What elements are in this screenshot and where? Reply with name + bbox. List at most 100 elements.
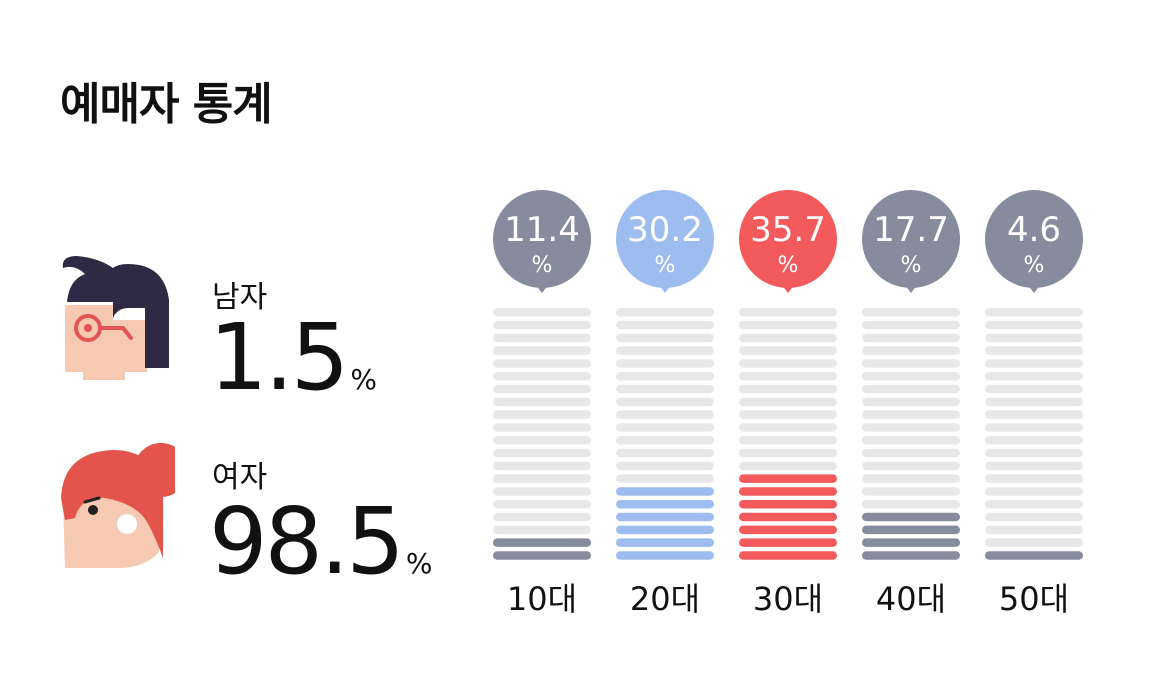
value-label: 30.2 [627,210,703,250]
bar-segment-filled [616,487,714,496]
bar-segment-empty [739,333,837,343]
bar-segment-empty [493,448,591,458]
bar-segment-empty [493,487,591,496]
bar-segment-empty [862,346,960,355]
bar-segment-filled [616,500,714,509]
bar-segment-empty [985,359,1083,368]
value-label: 35.7 [750,210,826,250]
bar-segment-empty [862,384,960,394]
bar-segment-empty [985,346,1083,355]
female-value: 98.5 [209,488,405,595]
bar-segment-empty [985,500,1083,509]
female-avatar-icon [61,443,175,568]
bar-segment-filled [493,551,591,560]
age-column: 17.7% 40대 [862,190,960,618]
bar-segment-empty [862,410,960,419]
male-value: 1.5 [209,304,349,411]
bar-segment-filled [862,551,960,560]
value-label: 11.4 [504,210,580,250]
bar-segment-empty [493,461,591,471]
bar-segment-filled [616,551,714,560]
female-unit: % [405,547,433,580]
bar-segment-empty [493,359,591,368]
bar-segment-empty [493,346,591,355]
unit-label: % [901,253,922,278]
category-label: 50대 [999,580,1069,618]
bar-segment-filled [493,538,591,547]
bar-segment-empty [985,474,1083,483]
age-column: 11.4% 10대 [493,190,591,618]
bar-segment-empty [985,410,1083,419]
bar-segment-filled [616,538,714,547]
bar-segment-empty [985,384,1083,394]
female-percentage: 98.5% [209,496,432,588]
value-bubble [862,190,960,288]
bar-segment-empty [493,397,591,407]
bar-segment-empty [739,359,837,368]
bar-segment-empty [739,448,837,458]
bar-segment-filled [862,525,960,535]
bar-segment-empty [616,359,714,368]
unit-label: % [1024,253,1045,278]
bar-segment-empty [739,461,837,471]
bar-segment-empty [616,474,714,483]
bar-segment-empty [616,461,714,471]
bar-segment-empty [985,448,1083,458]
bar-segment-empty [616,346,714,355]
female-label: 여자 [212,460,268,495]
bar-segment-empty [493,372,591,381]
bar-segment-filled [739,487,837,496]
bar-segment-empty [616,333,714,343]
bar-segment-empty [493,320,591,330]
bar-segment-empty [862,448,960,458]
value-label: 17.7 [873,210,949,250]
bar-segment-empty [862,333,960,343]
category-label: 40대 [876,580,946,618]
value-bubble [616,190,714,288]
bar-segment-empty [616,448,714,458]
bar-segment-empty [985,512,1083,522]
male-avatar-icon [62,256,169,380]
bar-segment-empty [862,308,960,317]
bar-segment-empty [493,308,591,317]
value-bubble [493,190,591,288]
bar-segment-empty [739,320,837,330]
bar-segment-empty [493,436,591,445]
bar-segment-empty [862,436,960,445]
bar-segment-empty [493,410,591,419]
bar-segment-empty [739,384,837,394]
value-label: 4.6 [1007,210,1061,250]
bar-segment-empty [985,538,1083,547]
page-title: 예매자 통계 [60,79,273,130]
bar-segment-filled [985,551,1083,560]
bar-segment-filled [616,512,714,522]
bar-segment-empty [862,461,960,471]
category-label: 30대 [753,580,823,618]
bar-segment-empty [493,525,591,535]
bar-segment-empty [985,436,1083,445]
bar-segment-empty [616,410,714,419]
bar-segment-empty [985,372,1083,381]
bar-segment-filled [739,551,837,560]
bar-segment-filled [739,500,837,509]
bar-segment-filled [739,474,837,483]
bar-segment-empty [862,372,960,381]
bar-segment-empty [985,461,1083,471]
bar-segment-empty [862,500,960,509]
bar-segment-empty [493,512,591,522]
unit-label: % [778,253,799,278]
bar-segment-empty [985,525,1083,535]
bar-segment-filled [862,512,960,522]
bar-segment-empty [739,423,837,432]
category-label: 20대 [630,580,700,618]
category-label: 10대 [507,580,577,618]
bar-segment-empty [493,384,591,394]
bar-segment-empty [985,397,1083,407]
age-column: 35.7% 30대 [739,190,837,618]
bar-segment-empty [493,500,591,509]
bar-segment-empty [739,346,837,355]
bar-segment-empty [985,333,1083,343]
bar-segment-empty [739,410,837,419]
bar-segment-empty [616,308,714,317]
bar-segment-filled [739,512,837,522]
